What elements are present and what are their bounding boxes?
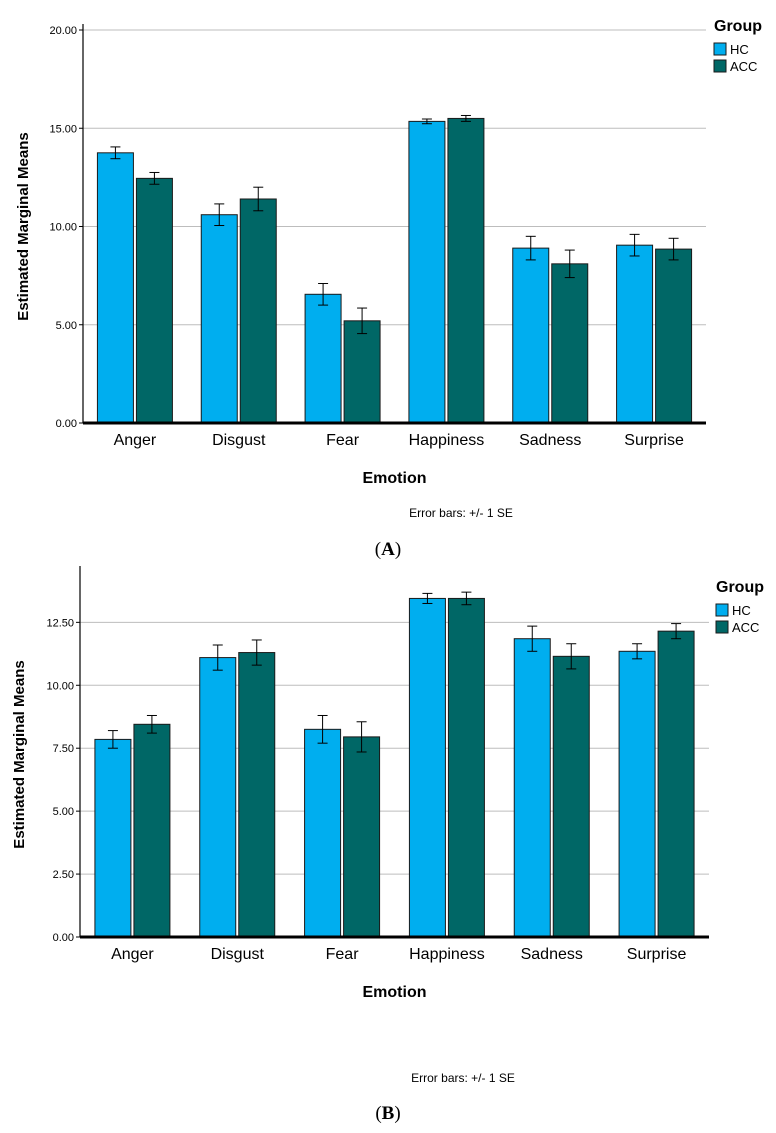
y-tick-label: 15.00 — [49, 123, 77, 135]
y-tick-label: 7.50 — [53, 743, 74, 755]
legend-label-hc: HC — [732, 603, 751, 618]
bar-acc-sadness — [552, 655, 590, 938]
bar-acc-happiness — [447, 117, 485, 424]
panel-label-a: (A) — [374, 539, 402, 560]
bar-hc-happiness — [408, 597, 446, 938]
bar-acc-anger — [133, 723, 171, 938]
bar-hc-anger — [94, 738, 132, 938]
bar-hc-surprise — [618, 650, 656, 938]
x-tick-label-disgust: Disgust — [211, 946, 265, 963]
legend-label-hc: HC — [730, 42, 749, 57]
x-axis-title: Emotion — [363, 984, 427, 1001]
x-tick-label-sadness: Sadness — [521, 946, 583, 963]
x-tick-label-happiness: Happiness — [409, 432, 485, 449]
bar-hc-sadness — [513, 638, 551, 938]
y-tick-label: 2.50 — [53, 869, 74, 881]
x-axis-title: Emotion — [363, 470, 427, 487]
bar-acc-anger — [135, 177, 173, 424]
y-tick-label: 10.00 — [49, 222, 77, 234]
chart-a: 0.00 5.00 10.00 15.00 20.00 Anger Disgust Fear H… — [15, 18, 762, 520]
bar-acc-surprise — [657, 630, 695, 938]
x-tick-label-happiness: Happiness — [409, 946, 485, 963]
legend-title: Group — [716, 579, 764, 596]
bar-acc-sadness — [551, 263, 589, 424]
error-bars-note: Error bars: +/- 1 SE — [411, 1071, 515, 1085]
legend-swatch-hc — [713, 42, 727, 56]
x-tick-label-surprise: Surprise — [627, 946, 687, 963]
legend-swatch-acc — [715, 620, 729, 634]
y-tick-label: 5.00 — [53, 806, 74, 818]
y-tick-label: 0.00 — [53, 932, 74, 944]
bar-acc-fear — [343, 736, 381, 938]
bar-hc-anger — [96, 152, 134, 424]
bar-acc-disgust — [238, 652, 276, 938]
y-tick-label: 20.00 — [49, 25, 77, 37]
error-bars-note: Error bars: +/- 1 SE — [409, 506, 513, 520]
y-tick-label: 0.00 — [56, 418, 77, 430]
x-tick-label-fear: Fear — [326, 432, 360, 449]
y-tick-label: 10.00 — [46, 680, 74, 692]
y-axis-title: Estimated Marginal Means — [11, 660, 28, 848]
bar-acc-fear — [343, 320, 381, 424]
bar-hc-disgust — [199, 657, 237, 938]
x-tick-label-disgust: Disgust — [212, 432, 266, 449]
legend-label-acc: ACC — [732, 620, 759, 635]
legend-swatch-acc — [713, 59, 727, 73]
bar-acc-surprise — [655, 248, 693, 424]
panel-label-b: (B) — [375, 1103, 401, 1124]
legend-title: Group — [714, 18, 762, 35]
bar-acc-disgust — [239, 198, 277, 424]
legend-label-acc: ACC — [730, 59, 757, 74]
x-tick-label-anger: Anger — [114, 432, 157, 449]
legend-swatch-hc — [715, 603, 729, 617]
x-tick-label-anger: Anger — [111, 946, 154, 963]
bar-hc-happiness — [408, 120, 446, 424]
chart-b: 0.00 2.50 5.00 7.50 10.00 12.50 Anger Disgust Fe… — [11, 566, 764, 1085]
bar-hc-fear — [304, 728, 342, 938]
y-tick-label: 5.00 — [56, 320, 77, 332]
x-tick-label-fear: Fear — [326, 946, 360, 963]
bar-hc-surprise — [616, 244, 654, 424]
x-tick-label-surprise: Surprise — [624, 432, 684, 449]
y-tick-label: 12.50 — [46, 617, 74, 629]
x-tick-label-sadness: Sadness — [519, 432, 581, 449]
y-axis-title: Estimated Marginal Means — [15, 132, 32, 320]
bar-hc-sadness — [512, 247, 550, 424]
bar-acc-happiness — [447, 597, 485, 938]
bar-hc-fear — [304, 293, 342, 424]
bar-hc-disgust — [200, 214, 238, 424]
